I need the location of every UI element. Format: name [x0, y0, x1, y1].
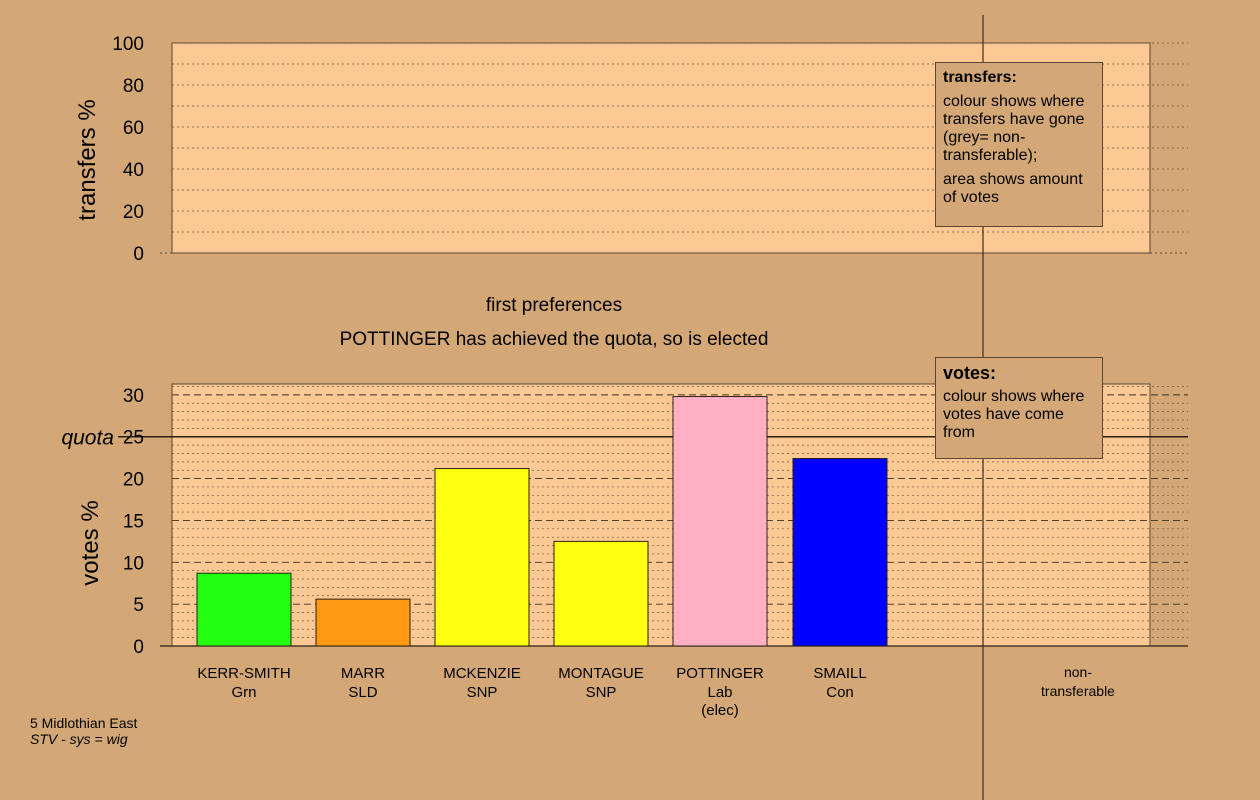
- stage-caption: first preferences: [486, 295, 622, 316]
- legend-transfers-text-1: colour shows where transfers have gone (…: [943, 93, 1085, 164]
- category-label-party: Con: [826, 684, 854, 701]
- transfers-axis-title: transfers %: [74, 99, 101, 220]
- category-label-party: Lab: [707, 684, 732, 701]
- footer: 5 Midlothian East STV - sys = wig: [30, 715, 137, 747]
- legend-transfers-title: transfers:: [943, 69, 1017, 86]
- votes-ytick-label: 0: [133, 637, 144, 658]
- non-transferable-label-2: transferable: [1041, 683, 1115, 699]
- constituency-label: 5 Midlothian East: [30, 715, 138, 731]
- legend-transfers: transfers: colour shows where transfers …: [935, 62, 1103, 227]
- votes-ytick-label: 5: [133, 595, 144, 616]
- category-label-party: SLD: [348, 684, 377, 701]
- votes-ytick-label: 10: [123, 553, 144, 574]
- category-label-name: MCKENZIE: [443, 665, 521, 682]
- votes-ytick-label: 20: [123, 470, 144, 491]
- legend-votes-text: colour shows where votes have come from: [943, 388, 1085, 441]
- system-label: STV - sys = wig: [30, 731, 128, 747]
- legend-transfers-text-2: area shows amount of votes: [943, 171, 1083, 206]
- category-label-party: SNP: [586, 684, 617, 701]
- votes-ytick-label: 30: [123, 386, 144, 407]
- transfers-ytick-label: 80: [123, 76, 144, 97]
- votes-axis-title: votes %: [77, 500, 104, 585]
- legend-votes-title: votes:: [943, 363, 997, 383]
- category-label-name: POTTINGER: [676, 665, 764, 682]
- category-label-name: MARR: [341, 665, 385, 682]
- bar-mckenzie: [434, 468, 530, 647]
- bar-smaill: [792, 457, 888, 647]
- transfers-ytick-label: 60: [123, 118, 144, 139]
- category-label-party: Grn: [231, 684, 256, 701]
- non-transferable-label-1: non-: [1064, 664, 1092, 680]
- votes-ytick-label: 25: [123, 428, 144, 449]
- bar-marr: [315, 598, 411, 647]
- category-label-name: MONTAGUE: [558, 665, 644, 682]
- category-label-name: SMAILL: [813, 665, 866, 682]
- bar-pottinger: [672, 396, 768, 647]
- category-label-party: SNP: [467, 684, 498, 701]
- transfers-ytick-label: 0: [133, 244, 144, 265]
- quota-label: quota: [61, 427, 114, 450]
- transfers-ytick-label: 100: [112, 34, 144, 55]
- category-label-name: KERR-SMITH: [197, 665, 290, 682]
- status-caption: POTTINGER has achieved the quota, so is …: [340, 329, 769, 350]
- votes-ytick-label: 15: [123, 511, 144, 532]
- category-label-note: (elec): [701, 702, 739, 719]
- transfers-ytick-label: 40: [123, 160, 144, 181]
- bar-kerr-smith: [196, 572, 292, 647]
- legend-votes: votes: colour shows where votes have com…: [935, 357, 1103, 459]
- transfers-ytick-label: 20: [123, 202, 144, 223]
- bar-montague: [553, 540, 649, 647]
